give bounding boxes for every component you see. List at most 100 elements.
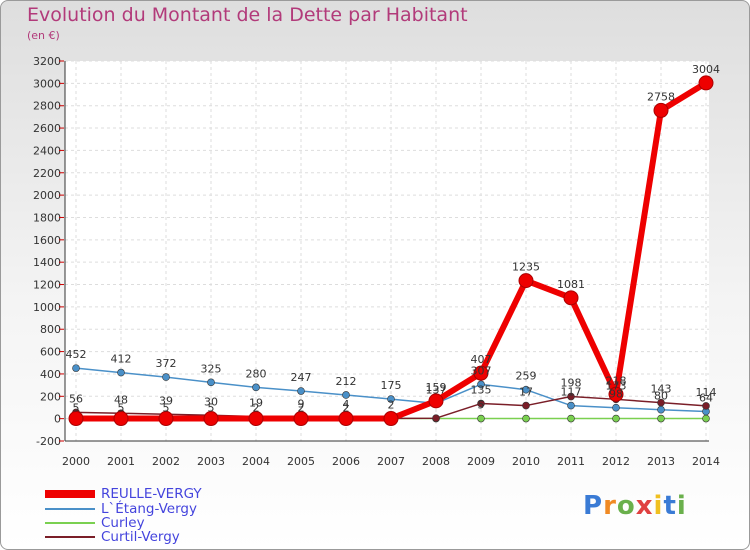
data-point <box>522 414 530 423</box>
data-point <box>473 365 489 381</box>
x-tick-label: 2005 <box>287 455 315 468</box>
data-label: 159 <box>426 381 447 394</box>
data-label: 2758 <box>647 90 675 103</box>
data-point <box>293 411 309 427</box>
y-tick-label: 3000 <box>33 77 61 90</box>
data-point <box>428 393 444 409</box>
data-point <box>657 398 665 407</box>
data-point <box>383 411 399 427</box>
data-label: 412 <box>111 353 132 366</box>
data-label: 135 <box>471 384 492 397</box>
x-tick-label: 2009 <box>467 455 495 468</box>
x-tick-label: 2000 <box>62 455 90 468</box>
data-label: 56 <box>69 392 83 405</box>
data-point <box>653 102 669 118</box>
y-tick-label: 200 <box>40 390 61 403</box>
data-label: 114 <box>696 386 717 399</box>
data-point <box>522 401 530 410</box>
data-point <box>252 383 260 392</box>
y-tick-label: 1600 <box>33 234 61 247</box>
x-tick-label: 2007 <box>377 455 405 468</box>
data-label: 9 <box>298 398 305 411</box>
data-point <box>113 411 129 427</box>
data-label: 5 <box>208 402 215 415</box>
legend-swatch-reulle-vergy <box>45 490 95 498</box>
data-label: 173 <box>606 379 627 392</box>
y-tick-label: 1800 <box>33 211 61 224</box>
data-point <box>203 411 219 427</box>
y-tick-label: 2400 <box>33 144 61 157</box>
legend-swatch-curtil-vergy <box>45 536 95 538</box>
data-label: 5 <box>118 402 125 415</box>
data-point <box>342 391 350 399</box>
data-label: 2 <box>253 402 260 415</box>
legend-swatch-etang-vergy <box>45 508 95 510</box>
legend-label-curtil-vergy: Curtil-Vergy <box>101 529 180 545</box>
data-label: 325 <box>201 362 222 375</box>
data-label: 2 <box>388 398 395 411</box>
y-tick-label: -200 <box>36 435 61 448</box>
data-point <box>432 414 440 423</box>
data-label: 98 <box>609 388 623 401</box>
data-label: 143 <box>651 383 672 396</box>
y-tick-label: 2200 <box>33 167 61 180</box>
data-label: 19 <box>249 397 263 410</box>
legend-label-reulle-vergy: REULLE-VERGY <box>101 486 202 502</box>
y-tick-label: 3200 <box>33 55 61 68</box>
data-label: 372 <box>156 357 177 370</box>
data-label: 1235 <box>512 261 540 274</box>
data-label: 5 <box>478 399 485 412</box>
data-label: 218 <box>606 374 627 387</box>
data-label: 30 <box>204 395 218 408</box>
data-label: 2 <box>343 402 350 415</box>
data-point <box>522 385 530 394</box>
data-label: 2 <box>298 402 305 415</box>
data-label: 307 <box>471 364 492 377</box>
x-tick-label: 2003 <box>197 455 225 468</box>
data-label: 198 <box>561 377 582 390</box>
data-label: 212 <box>336 375 357 388</box>
x-tick-label: 2012 <box>602 455 630 468</box>
data-label: 48 <box>114 393 128 406</box>
legend-swatch-curley <box>45 522 95 524</box>
data-label: 4 <box>343 398 350 411</box>
data-point <box>518 273 534 289</box>
data-label: 407 <box>471 353 492 366</box>
data-point <box>567 392 575 401</box>
y-tick-label: 1200 <box>33 279 61 292</box>
data-point <box>477 380 485 389</box>
data-label: 259 <box>516 370 537 383</box>
x-tick-label: 2001 <box>107 455 135 468</box>
data-label: 1081 <box>557 278 585 291</box>
data-point <box>387 395 395 403</box>
data-label: 247 <box>291 371 312 384</box>
data-point <box>68 411 84 427</box>
y-tick-label: 400 <box>40 368 61 381</box>
x-tick-label: 2008 <box>422 455 450 468</box>
data-point <box>338 411 354 427</box>
data-label: 137 <box>426 383 447 396</box>
data-label: 17 <box>519 386 533 399</box>
data-point <box>297 387 305 395</box>
legend-item-curley: Curley <box>45 515 145 531</box>
data-point <box>612 414 620 423</box>
data-point <box>477 399 485 408</box>
data-point <box>207 378 215 387</box>
data-point <box>702 414 710 423</box>
legend-label-curley: Curley <box>101 515 145 531</box>
x-tick-label: 2014 <box>692 455 720 468</box>
y-tick-label: 800 <box>40 323 61 336</box>
data-point <box>567 414 575 423</box>
y-tick-label: 2000 <box>33 189 61 202</box>
data-point <box>608 386 624 402</box>
x-tick-label: 2010 <box>512 455 540 468</box>
chart-title: Evolution du Montant de la Dette par Hab… <box>27 4 468 26</box>
x-tick-label: 2013 <box>647 455 675 468</box>
data-label: 80 <box>654 390 668 403</box>
data-point <box>612 403 620 412</box>
y-tick-label: 2800 <box>33 100 61 113</box>
data-label: 5 <box>163 402 170 415</box>
data-label: 175 <box>381 379 402 392</box>
